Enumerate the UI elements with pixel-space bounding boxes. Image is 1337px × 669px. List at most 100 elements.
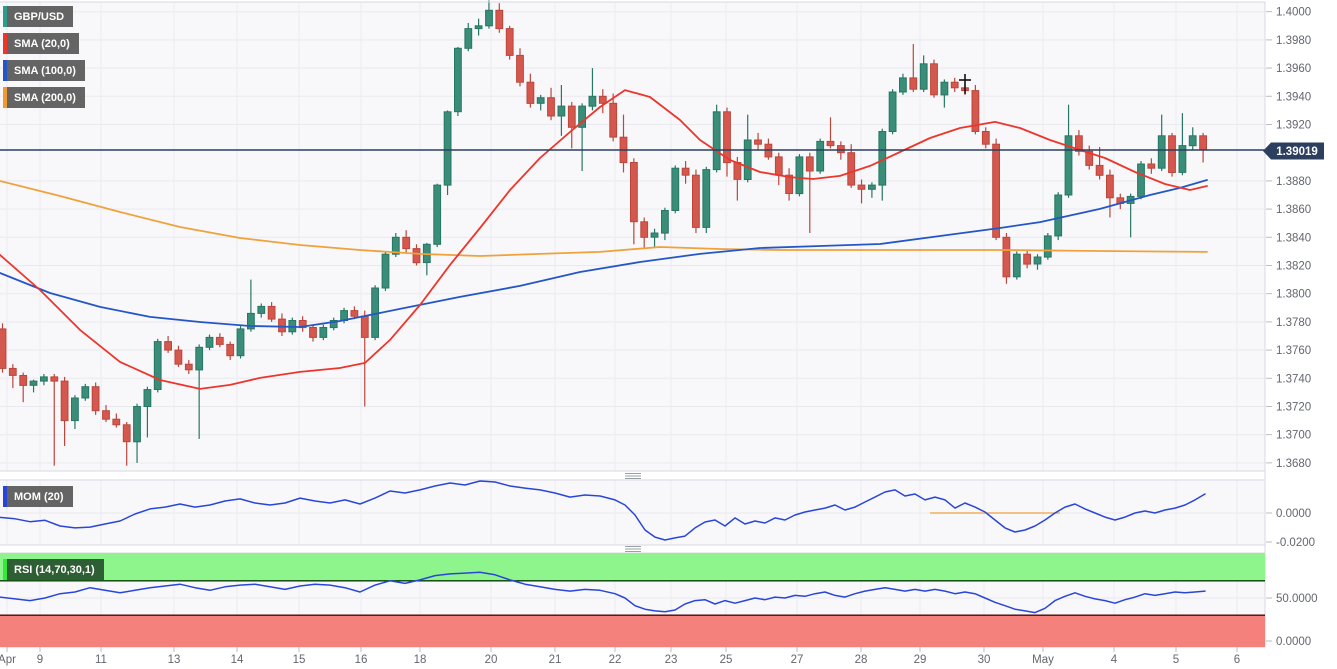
candle-body [60, 380, 69, 422]
candle-body [1178, 145, 1187, 173]
date-axis-label: 27 [791, 654, 804, 666]
candle-body [309, 327, 317, 338]
legend-symbol[interactable]: GBP/USD [3, 6, 74, 27]
candle-body [454, 47, 462, 113]
rsi-overbought-band [0, 553, 1265, 581]
legend-rsi[interactable]: RSI (14,70,30,1) [3, 559, 104, 580]
candle-body [1002, 236, 1011, 278]
candle-body [40, 376, 48, 382]
candle-body [774, 156, 783, 176]
candle-body [1106, 174, 1114, 199]
legend-symbol-label: GBP/USD [14, 10, 65, 23]
legend-sma100-label: SMA (100,0) [14, 64, 76, 77]
candle-body [795, 156, 804, 195]
date-axis-label: 13 [168, 654, 181, 666]
candle-body [505, 28, 514, 56]
candle-body [733, 162, 742, 180]
candle-body [661, 210, 669, 234]
price-axis-label: 1.3720 [1276, 402, 1311, 414]
rsi-axis-label: 0.0000 [1276, 636, 1311, 648]
candle-body [805, 156, 814, 172]
date-axis-label: 29 [914, 654, 927, 666]
panel-resize-handle[interactable] [625, 546, 641, 552]
candle-body [485, 9, 493, 27]
candle-body [526, 81, 535, 104]
candle-body [464, 28, 473, 49]
candle-body [0, 328, 7, 369]
candle-body [754, 139, 762, 145]
mom-accent-bar [3, 486, 7, 507]
candle-body [360, 315, 369, 338]
candle-body [588, 95, 597, 107]
candle-body [1012, 253, 1021, 278]
candle-body [329, 320, 338, 329]
legend-mom[interactable]: MOM (20) [3, 486, 73, 507]
legend-sma200-label: SMA (200,0) [14, 91, 76, 104]
legend-sma200[interactable]: SMA (200,0) [3, 87, 85, 108]
date-axis-label: 28 [855, 654, 868, 666]
candle-body [650, 232, 659, 238]
panel-resize-handle[interactable] [625, 473, 641, 479]
legend-sma20-label: SMA (20,0) [14, 37, 70, 50]
candle-body [81, 386, 90, 399]
candle-body [712, 111, 721, 171]
candle-body [133, 406, 141, 443]
price-axis-label: 1.3820 [1276, 261, 1311, 273]
mom-axis-label: -0.0200 [1276, 537, 1315, 549]
candle-body [950, 81, 959, 89]
date-axis-label: 9 [37, 654, 43, 666]
candle-body [1137, 163, 1145, 197]
sma200-line [0, 180, 1208, 257]
candle-body [412, 248, 421, 264]
candle-body [91, 386, 100, 412]
candle-body [516, 54, 524, 83]
candle-body [1085, 150, 1094, 166]
candle-body [1095, 164, 1104, 176]
date-axis-label: 18 [414, 654, 427, 666]
sma20-line [0, 89, 1208, 390]
price-axis-label: 1.3980 [1276, 35, 1311, 47]
symbol-accent-bar [3, 6, 7, 27]
price-axis-label: 1.3800 [1276, 289, 1311, 301]
candle-body [1075, 135, 1083, 152]
candle-body [319, 327, 328, 338]
sma20-accent-bar [3, 33, 7, 54]
candle-body [1199, 135, 1207, 151]
candle-body [1033, 256, 1042, 265]
date-axis-label: 20 [485, 654, 498, 666]
price-axis-label: 1.3860 [1276, 204, 1311, 216]
sma200-accent-bar [3, 87, 7, 108]
candle-body [184, 363, 193, 371]
legend-sma20[interactable]: SMA (20,0) [3, 33, 79, 54]
candle-body [226, 343, 235, 357]
candle-body [857, 184, 866, 190]
candle-body [143, 389, 152, 408]
price-axis-label: 1.3680 [1276, 458, 1311, 470]
legend-mom-label: MOM (20) [14, 490, 64, 503]
legend-sma100[interactable]: SMA (100,0) [3, 60, 85, 81]
date-axis-label: 4 [1111, 654, 1118, 666]
date-axis-label: 5 [1173, 654, 1179, 666]
candle-body [257, 305, 266, 314]
candle-body [102, 410, 110, 420]
price-axis-label: 1.3700 [1276, 430, 1311, 442]
candle-body [598, 95, 607, 104]
candle-body [122, 424, 131, 443]
candle-body [236, 328, 245, 357]
price-axis-label: 1.3740 [1276, 373, 1311, 385]
candle-body [71, 397, 79, 422]
date-axis-label: 25 [720, 654, 733, 666]
candle-body [1064, 135, 1073, 196]
price-axis-label: 1.3920 [1276, 120, 1311, 132]
candle-body [278, 318, 286, 333]
price-axis-label: 1.3940 [1276, 91, 1311, 103]
candle-body [50, 376, 59, 382]
candle-body [1054, 194, 1063, 237]
candle-body [909, 77, 918, 90]
mom-line [0, 480, 1206, 541]
candle-body [1147, 163, 1156, 169]
date-axis-label: Apr [0, 654, 16, 666]
candle-body [692, 174, 700, 228]
